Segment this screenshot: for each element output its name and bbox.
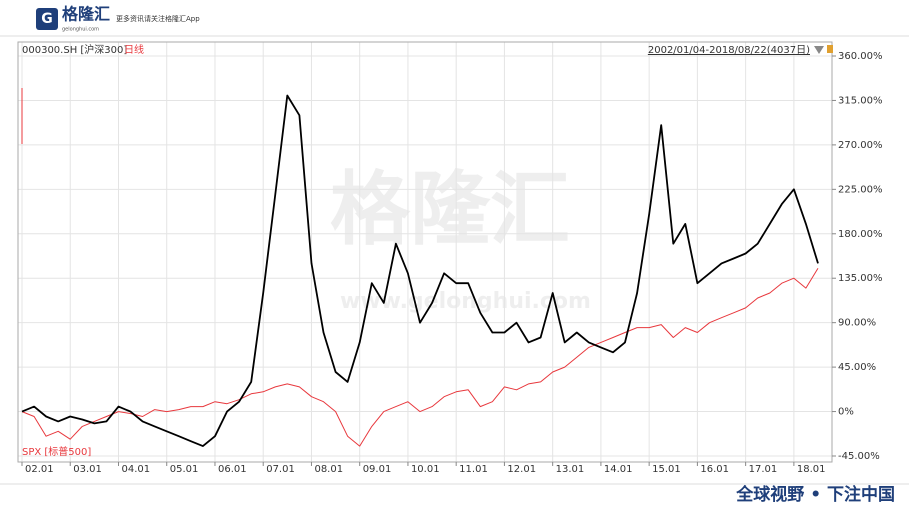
y-tick-label: 45.00%: [838, 362, 876, 373]
x-tick-label: 17.01: [749, 464, 778, 475]
x-tick-label: 04.01: [121, 464, 150, 475]
plot-frame: [17, 41, 833, 463]
x-tick-label: 03.01: [73, 464, 102, 475]
watermark-brand: 格隆汇: [330, 163, 570, 256]
series-title: 000300.SH [沪深300]: [22, 43, 127, 56]
series-line: [21, 94, 819, 447]
watermark-url: www.gelonghui.com: [340, 289, 591, 314]
y-tick-label: 0%: [838, 407, 854, 418]
x-tick-label: 13.01: [556, 464, 585, 475]
slogan: 更多资讯请关注格隆汇App: [116, 14, 200, 23]
logo-mark: G: [41, 11, 53, 27]
x-tick-label: 18.01: [797, 464, 826, 475]
x-tick-label: 02.01: [25, 464, 54, 475]
x-tick-label: 06.01: [218, 464, 247, 475]
x-tick-label: 14.01: [604, 464, 633, 475]
x-tick-label: 10.01: [411, 464, 440, 475]
x-tick-label: 07.01: [266, 464, 295, 475]
date-range: 2002/01/04-2018/08/22(4037日): [648, 45, 810, 56]
x-tick-label: 08.01: [314, 464, 343, 475]
x-tick-label: 09.01: [363, 464, 392, 475]
y-tick-label: 270.00%: [838, 140, 883, 151]
y-tick-label: 315.00%: [838, 95, 883, 106]
period-label: 日线: [124, 43, 144, 56]
y-tick-label: 90.00%: [838, 318, 876, 329]
y-tick-label: -45.00%: [838, 451, 880, 462]
logo-site: gelonghui.com: [62, 27, 99, 33]
y-tick-label: 360.00%: [838, 51, 883, 62]
lock-icon[interactable]: [827, 45, 833, 53]
x-tick-label: 16.01: [700, 464, 729, 475]
y-tick-label: 135.00%: [838, 273, 883, 284]
x-tick-label: 15.01: [652, 464, 681, 475]
x-tick-label: 05.01: [170, 464, 199, 475]
series2-label: SPX [标普500]: [22, 445, 91, 458]
x-tick-label: 12.01: [507, 464, 536, 475]
dropdown-icon[interactable]: [814, 46, 824, 54]
y-tick-label: 180.00%: [838, 229, 883, 240]
logo-text: 格隆汇: [62, 5, 110, 24]
footer-tagline: 全球视野 • 下注中国: [735, 484, 895, 505]
x-tick-label: 11.01: [459, 464, 488, 475]
series-line: [21, 268, 819, 447]
y-tick-label: 225.00%: [838, 184, 883, 195]
logo-icon: [36, 8, 58, 30]
